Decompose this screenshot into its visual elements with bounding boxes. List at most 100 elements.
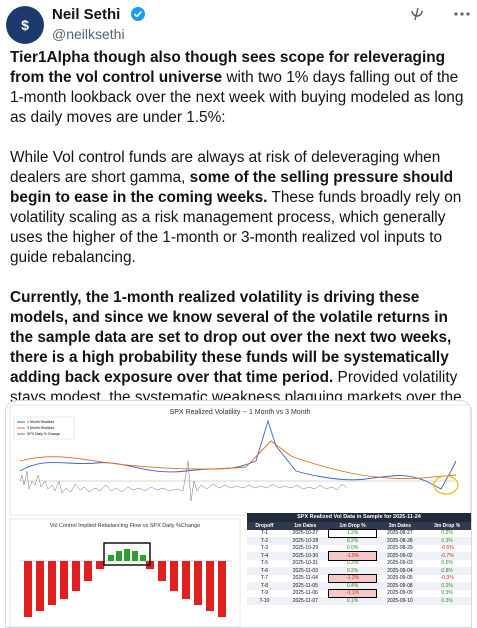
table-cell: 2025-08-27	[387, 530, 413, 537]
table-cell: 2025-11-06	[292, 590, 318, 597]
table-cell: 0.2%	[423, 582, 471, 590]
table-cell: 0.2%	[441, 530, 453, 537]
table-cell: 2025-10-30	[281, 552, 329, 560]
text-segment: These funds broadly rely on volatility s…	[10, 189, 462, 266]
table-cell: T-9	[260, 590, 269, 597]
table-cell: -0.3%	[440, 575, 454, 582]
table-cell: -1.1%	[327, 588, 378, 598]
table-cell: 2025-09-02	[376, 552, 424, 560]
table-cell: 2025-11-05	[281, 582, 329, 590]
three-month-line	[19, 440, 457, 480]
highlight-circle	[433, 475, 459, 495]
table-cell: T-6	[247, 567, 282, 575]
table-cell: 2025-08-28	[376, 537, 424, 545]
more-icon[interactable]	[454, 12, 458, 16]
table-cell: -1.2%	[327, 573, 378, 583]
avatar-glyph: $	[21, 17, 29, 33]
legend-entry: 3 Month Realized	[27, 426, 54, 430]
table-cell: -0.7%	[423, 552, 471, 560]
table-cell: T-8	[247, 582, 282, 590]
table-cell: 0.3%	[346, 560, 359, 567]
table-cell: 2025-10-29	[292, 545, 319, 552]
column-header: 1m Dates	[281, 522, 329, 530]
table-row: T-6 2025-11-03 0.2% 2025-09-04 0.8%	[247, 567, 471, 575]
table-cell: T-3	[260, 545, 269, 552]
paragraph: While Vol control funds are always at ri…	[10, 148, 470, 268]
handle[interactable]: @neilksethi	[52, 26, 125, 42]
top-chart-title: SPX Realized Volatility -- 1 Month vs 3 …	[170, 409, 311, 416]
table-cell: T-5	[260, 560, 269, 567]
table-cell: 2025-10-31	[292, 560, 319, 567]
table-cell: T-10	[247, 597, 282, 605]
table-row: T-10 2025-11-07 0.1% 2025-09-10 0.3%	[247, 597, 471, 605]
table-cell: 0.5%	[441, 560, 453, 567]
paragraph: Tier1Alpha though also though sees scope…	[10, 48, 470, 128]
header-icons: $	[6, 6, 470, 44]
column-header: 1m Drop %	[328, 522, 377, 530]
table-row: T-1 2025-10-27 1.2% 2025-08-27 0.2%	[247, 528, 471, 538]
table-cell: 0.0%	[346, 545, 359, 552]
table-cell: 2025-10-27	[292, 530, 319, 537]
table-cell: 0.3%	[441, 590, 453, 597]
legend-entry: 1 Month Realized	[27, 420, 54, 424]
table-cell: T-1	[260, 530, 269, 537]
tweet-header: $ Neil Sethi @neilksethi	[0, 0, 477, 48]
table-row: T-4 2025-10-30 -1.0% 2025-09-02 -0.7%	[247, 551, 471, 561]
table-cell: 2025-10-28	[281, 537, 329, 545]
table-title: SPX Realized Vol Data in Sample for 2025…	[247, 513, 471, 522]
table-cell: -1.0%	[327, 551, 378, 561]
text-segment: Currently, the 1-month realized volatili…	[10, 289, 452, 386]
table-cell: T-2	[247, 537, 282, 545]
table-cell: -0.6%	[440, 545, 454, 552]
table-row: T-2 2025-10-28 0.2% 2025-08-28 0.3%	[247, 537, 471, 545]
table-cell: 2025-11-04	[292, 575, 318, 582]
table-cell: 2025-09-04	[376, 567, 424, 575]
text-segment: Tier1Alpha though also though sees scope…	[10, 49, 446, 86]
table-row: T-3 2025-10-29 0.0% 2025-08-29 -0.6%	[247, 545, 471, 553]
column-header: 3m Drop %	[423, 522, 471, 530]
table-row: T-7 2025-11-04 -1.2% 2025-09-05 -0.3%	[247, 573, 471, 583]
text-segment: some of the selling pressure should begi…	[10, 169, 454, 206]
table-cell: 2025-09-10	[376, 597, 424, 605]
positive-bars	[108, 549, 146, 561]
table-row: T-5 2025-10-31 0.3% 2025-09-03 0.5%	[247, 560, 471, 568]
table-cell: 0.3%	[423, 597, 471, 605]
table-cell: 2025-08-29	[387, 545, 413, 552]
flow-bars	[24, 561, 226, 617]
text-segment: with two 1% days falling out of the 1-mo…	[10, 69, 464, 126]
verified-badge	[131, 7, 145, 21]
table-row: T-8 2025-11-05 0.4% 2025-09-08 0.2%	[247, 582, 471, 590]
vol-table: Dropoff 1m Dates 1m Drop % 3m Dates 3m Drop …	[247, 522, 471, 605]
table-cell: 2025-09-09	[387, 590, 413, 597]
table-row: T-9 2025-11-06 -1.1% 2025-09-09 0.3%	[247, 588, 471, 598]
table-cell: 2025-09-03	[387, 560, 413, 567]
table-cell: 0.3%	[423, 537, 471, 545]
highlight-box	[103, 542, 151, 566]
table-cell: 0.1%	[328, 597, 377, 605]
column-header: Dropoff	[247, 522, 282, 530]
image-graphics: SPX Realized Volatility -- 1 Month vs 3 …	[6, 401, 471, 627]
table-cell: 1.2%	[327, 528, 378, 538]
legend-entry: SPX Daily % Change	[27, 432, 60, 436]
table-cell: 0.2%	[328, 537, 377, 545]
table-cell: 0.2%	[328, 567, 377, 575]
daily-change-bars	[19, 460, 348, 502]
display-name[interactable]: Neil Sethi	[52, 6, 121, 23]
table-cell: 0.8%	[423, 567, 471, 575]
left-chart-title: Vol Control Implied Rebalancing Flow vs …	[50, 523, 200, 529]
table-cell: 2025-09-05	[387, 575, 413, 582]
top-chart-frame	[9, 404, 471, 516]
tweet-image[interactable]: SPX Realized Volatility -- 1 Month vs 3 …	[5, 400, 472, 628]
avatar[interactable]	[6, 6, 44, 44]
column-header: 3m Dates	[376, 522, 424, 530]
table-cell: 2025-09-08	[376, 582, 424, 590]
table-cell: 2025-11-03	[281, 567, 329, 575]
table-cell: 2025-11-07	[281, 597, 329, 605]
table-cell: T-4	[247, 552, 282, 560]
grok-icon[interactable]	[411, 7, 423, 21]
table-cell: T-7	[260, 575, 269, 582]
text-segment: While Vol control funds are always at ri…	[10, 149, 441, 186]
left-chart-frame	[9, 518, 241, 627]
table-cell: 0.4%	[328, 582, 377, 590]
